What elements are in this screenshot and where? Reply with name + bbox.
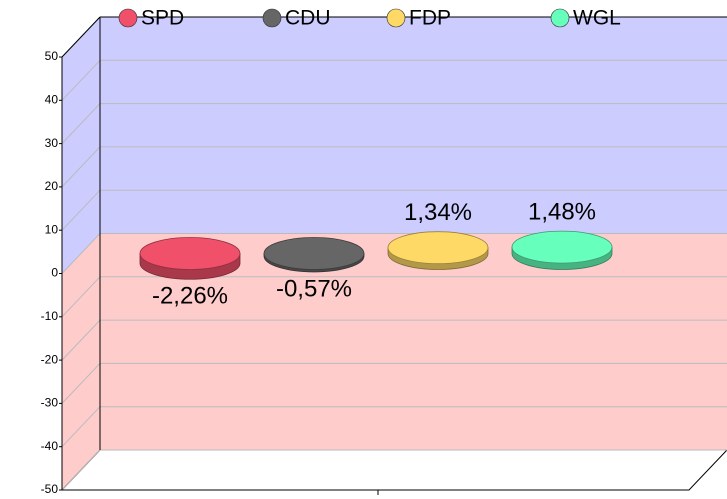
bar-top	[139, 237, 241, 270]
legend-marker	[550, 8, 570, 28]
y-tick-label: 30	[45, 136, 59, 150]
grid-line	[61, 189, 101, 231]
y-tick-label: -30	[41, 396, 59, 410]
legend-label: FDP	[409, 7, 451, 30]
grid-line	[61, 319, 101, 361]
y-tick-label: -20	[41, 352, 59, 366]
grid-line	[61, 103, 101, 144]
grid-line	[61, 449, 101, 491]
grid-line	[61, 406, 101, 448]
legend-label: CDU	[285, 7, 331, 30]
data-label: -0,57%	[276, 275, 352, 302]
grid-line	[61, 233, 101, 274]
legend-label: WGL	[573, 7, 621, 30]
side-wall-lower	[62, 233, 100, 490]
legend-marker	[118, 8, 138, 28]
y-tick-label: -10	[41, 309, 59, 323]
y-tick-label: 20	[45, 179, 59, 193]
back-wall-lower	[100, 233, 727, 450]
floor	[60, 449, 727, 491]
y-tick-label: -50	[41, 482, 59, 496]
back-wall-upper	[100, 17, 727, 234]
axis	[61, 16, 101, 58]
y-tick-label: -40	[41, 439, 59, 453]
legend-label: SPD	[141, 7, 184, 30]
grid-line	[61, 146, 101, 188]
bar-top	[511, 230, 613, 264]
grid-line	[61, 59, 101, 101]
legend-marker	[262, 8, 282, 28]
grid-line	[61, 363, 101, 404]
data-label: 1,34%	[404, 199, 472, 226]
y-tick-label: 0	[51, 266, 58, 280]
data-label: 1,48%	[528, 198, 596, 225]
data-label: -2,26%	[152, 283, 228, 310]
y-tick-label: 50	[45, 49, 59, 63]
legend-marker	[386, 8, 406, 28]
y-tick-label: 40	[45, 92, 59, 106]
y-tick-label: 10	[45, 222, 59, 236]
bar-top	[387, 231, 489, 265]
side-wall-upper	[62, 17, 100, 274]
bar-top	[263, 237, 365, 270]
grid-line	[61, 276, 101, 318]
